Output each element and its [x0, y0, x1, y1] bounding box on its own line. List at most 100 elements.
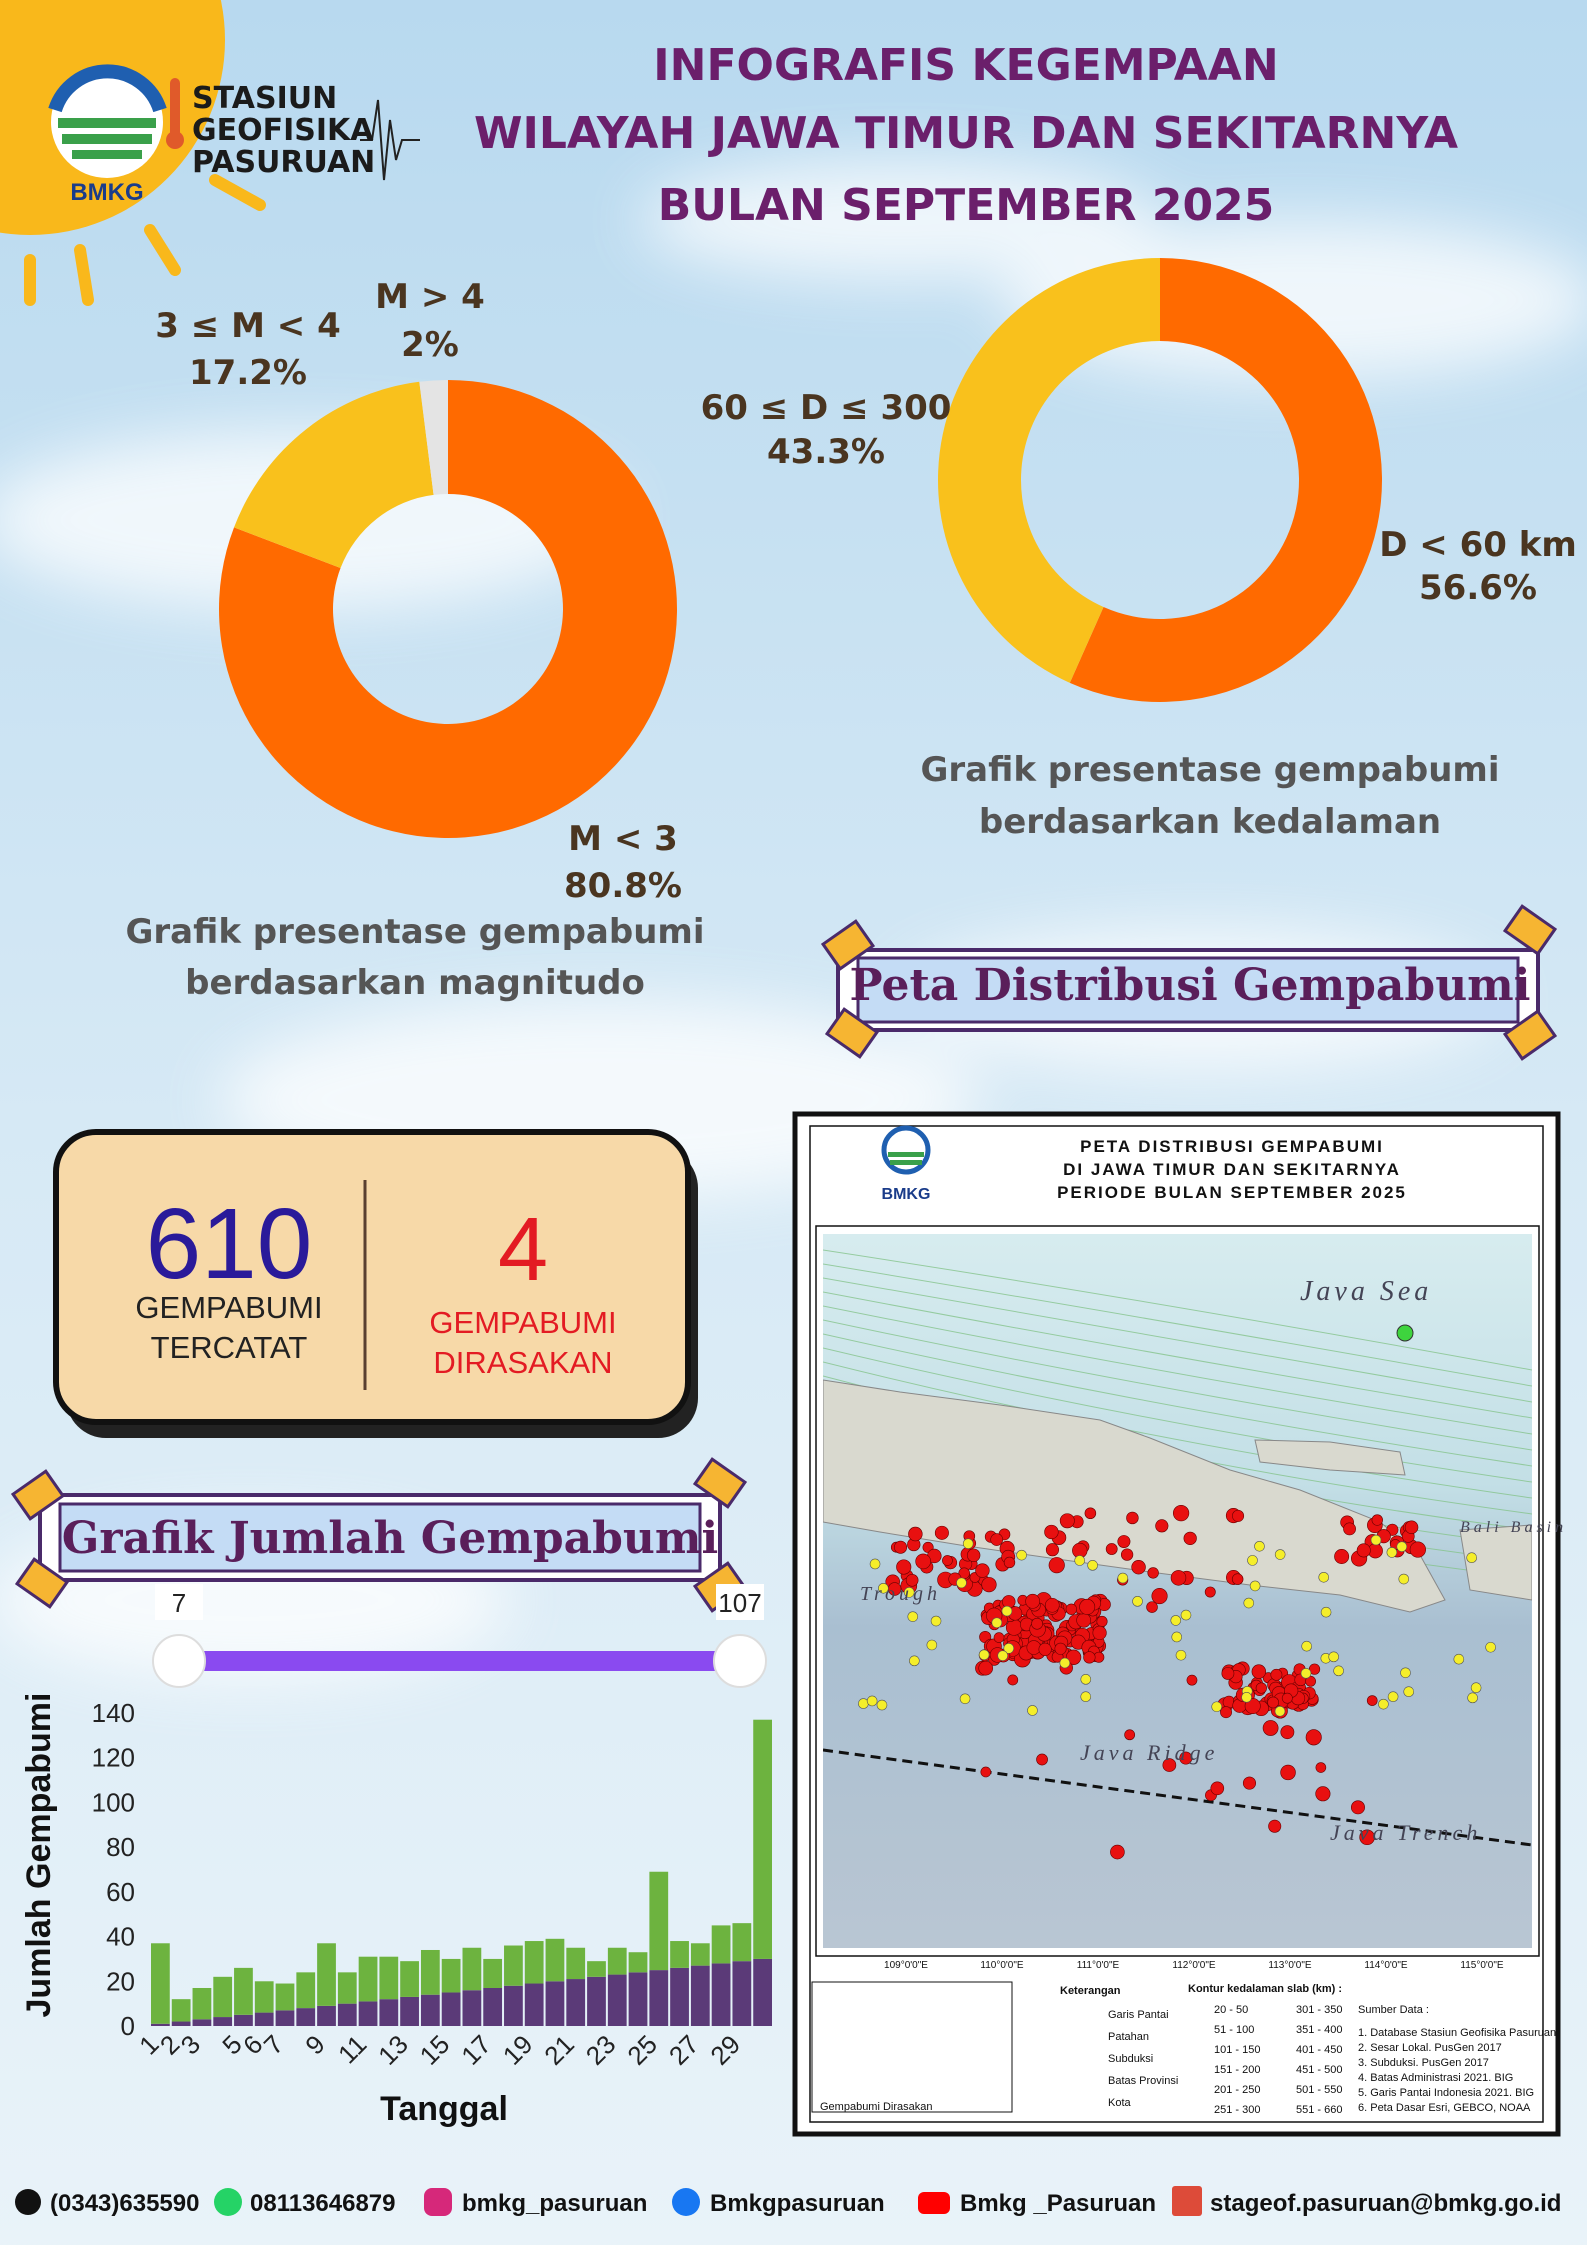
bar [379, 1956, 399, 2000]
slab-contour [823, 1291, 1532, 1419]
pie-slice [234, 381, 434, 569]
event-dot [1059, 1657, 1071, 1669]
place-label: Java Trench [1330, 1820, 1481, 1845]
event-dot [978, 1660, 994, 1676]
event-dot [1044, 1524, 1059, 1540]
event-dot [1333, 1665, 1344, 1677]
legend-felt: Gempabumi Dirasakan [820, 2101, 933, 2113]
bar [192, 1987, 212, 2020]
recorded-label: GEMPABUMI [135, 1290, 322, 1325]
event-dot [1117, 1572, 1129, 1584]
bar [524, 1941, 544, 1984]
event-dot [1092, 1625, 1107, 1640]
bar [151, 1943, 170, 2024]
slice-label: M < 3 [568, 819, 678, 859]
bar [649, 1970, 669, 2026]
event-dot [1274, 1549, 1286, 1560]
event-dot [980, 1766, 992, 1778]
event-dot [1170, 1570, 1187, 1586]
y-tick-label: 20 [106, 1966, 135, 1996]
bar [234, 2014, 253, 2026]
event-dot [1387, 1691, 1399, 1703]
event-dot [1096, 1615, 1108, 1628]
slab-contour [823, 1249, 1532, 1371]
slider-handle [713, 1634, 767, 1688]
slab-contour [823, 1319, 1532, 1451]
event-dot [1485, 1641, 1496, 1653]
bar [358, 2001, 378, 2026]
event-dot [1170, 1615, 1182, 1626]
source-item: 6. Peta Dasar Esri, GEBCO, NOAA [1358, 2102, 1531, 2114]
contour-item: 551 - 660 [1296, 2104, 1342, 2116]
event-dot [1268, 1819, 1282, 1833]
legend-item: Kota [1108, 2097, 1132, 2109]
event-dot [1305, 1675, 1316, 1687]
contour-item: 201 - 250 [1214, 2084, 1260, 2096]
lon-tick-label: 109°0'0"E [884, 1960, 928, 1971]
event-dot [1065, 1649, 1082, 1665]
event-dot [930, 1615, 942, 1627]
legend-item: Patahan [1108, 2031, 1149, 2043]
bar [337, 1972, 357, 2004]
contour-item: 451 - 500 [1296, 2064, 1342, 2076]
bar [753, 1719, 772, 1959]
event-dot [1386, 1547, 1398, 1558]
event-dot [1146, 1601, 1158, 1613]
event-dot [907, 1611, 919, 1622]
y-tick-label: 60 [106, 1877, 135, 1907]
event-dot [1251, 1664, 1267, 1679]
event-dot [997, 1650, 1009, 1661]
bar [379, 1999, 399, 2026]
bar [337, 2003, 357, 2026]
footer-contact: 08113646879 [250, 2190, 396, 2217]
event-dot [1300, 1668, 1312, 1679]
slice-value: 2% [401, 325, 459, 365]
event-dot [1270, 1668, 1283, 1681]
bar [151, 2023, 170, 2026]
event-dot [959, 1693, 971, 1705]
event-dot [1175, 1649, 1187, 1661]
bar [711, 1925, 731, 1964]
event-dot [1180, 1609, 1192, 1621]
bar [732, 1923, 752, 1962]
map-title: DI JAWA TIMUR DAN SEKITARNYA [1063, 1160, 1401, 1179]
slice-label: 60 ≤ D ≤ 300 [701, 388, 952, 428]
y-tick-label: 140 [92, 1698, 135, 1728]
bar [753, 1958, 772, 2026]
event-dot [1366, 1695, 1378, 1706]
slab-contour [823, 1305, 1532, 1435]
event-dot [1254, 1541, 1265, 1552]
bar [400, 1996, 419, 2026]
event-dot [956, 1577, 967, 1589]
contour-item: 251 - 300 [1214, 2104, 1260, 2116]
bar [296, 2008, 316, 2026]
event-dot [866, 1695, 878, 1707]
event-dot [1400, 1667, 1411, 1679]
event-dot [1083, 1651, 1096, 1664]
event-dot [1059, 1513, 1075, 1529]
event-dot [878, 1583, 889, 1594]
bmkg-logo: BMKG [48, 64, 420, 206]
bar [566, 1979, 586, 2026]
event-dot [1038, 1642, 1052, 1656]
slider-handle [152, 1634, 206, 1688]
bar [607, 1947, 627, 1975]
bar [254, 2012, 274, 2026]
bar [462, 1990, 482, 2026]
event-dot [1084, 1507, 1097, 1520]
map-title: PETA DISTRIBUSI GEMPABUMI [1080, 1137, 1384, 1156]
contour-item: 101 - 150 [1214, 2044, 1260, 2056]
event-dot [1356, 1543, 1371, 1558]
bar [275, 2010, 295, 2026]
event-dot [1048, 1557, 1065, 1574]
bar [441, 1992, 461, 2026]
event-dot [908, 1526, 923, 1542]
event-dot [1080, 1674, 1092, 1685]
event-dot [1080, 1691, 1092, 1703]
bar [504, 1985, 523, 2026]
slice-label: 3 ≤ M < 4 [155, 306, 340, 346]
bar [483, 1987, 503, 2026]
event-dot [1079, 1598, 1096, 1615]
event-dot [962, 1538, 974, 1549]
station-name: PASURUAN [192, 145, 375, 180]
